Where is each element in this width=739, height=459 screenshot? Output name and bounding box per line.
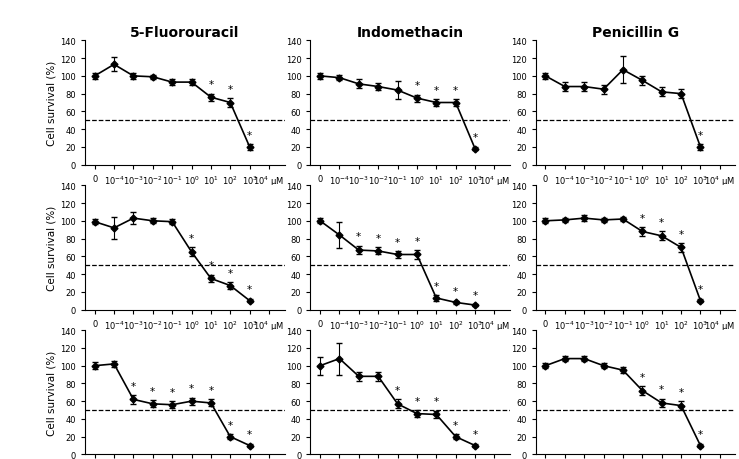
Text: *: * <box>189 234 194 243</box>
Text: *: * <box>356 232 361 241</box>
Title: Indomethacin: Indomethacin <box>357 26 463 40</box>
Y-axis label: Cell survival (%): Cell survival (%) <box>46 61 56 146</box>
Text: *: * <box>415 396 420 406</box>
Text: *: * <box>247 285 252 295</box>
Text: *: * <box>375 234 381 243</box>
Text: *: * <box>247 130 252 140</box>
Text: *: * <box>472 133 477 143</box>
Text: *: * <box>434 85 439 95</box>
Text: *: * <box>659 384 664 394</box>
Text: *: * <box>150 386 155 396</box>
Y-axis label: Cell survival (%): Cell survival (%) <box>46 350 56 435</box>
Text: *: * <box>640 372 645 382</box>
Text: *: * <box>169 387 174 397</box>
Text: *: * <box>247 429 252 439</box>
Text: *: * <box>698 285 703 295</box>
Title: 5-Fluorouracil: 5-Fluorouracil <box>130 26 239 40</box>
Text: *: * <box>395 237 400 247</box>
Text: *: * <box>415 236 420 246</box>
Text: *: * <box>434 281 439 291</box>
Text: *: * <box>208 385 214 395</box>
Text: *: * <box>453 420 458 430</box>
Text: *: * <box>208 80 214 90</box>
Text: *: * <box>472 290 477 300</box>
Text: *: * <box>453 85 458 95</box>
Text: *: * <box>228 420 233 430</box>
Text: *: * <box>131 381 136 391</box>
Text: *: * <box>415 81 420 91</box>
Text: *: * <box>640 213 645 223</box>
Text: *: * <box>659 218 664 228</box>
Y-axis label: Cell survival (%): Cell survival (%) <box>46 205 56 291</box>
Text: *: * <box>434 397 439 407</box>
Text: *: * <box>453 286 458 297</box>
Text: *: * <box>698 130 703 140</box>
Text: *: * <box>189 383 194 393</box>
Text: *: * <box>228 84 233 95</box>
Text: *: * <box>698 429 703 439</box>
Text: *: * <box>472 429 477 439</box>
Text: *: * <box>678 229 684 239</box>
Title: Penicillin G: Penicillin G <box>592 26 679 40</box>
Text: *: * <box>228 268 233 278</box>
Text: *: * <box>395 385 400 395</box>
Text: *: * <box>208 261 214 271</box>
Text: *: * <box>678 387 684 397</box>
